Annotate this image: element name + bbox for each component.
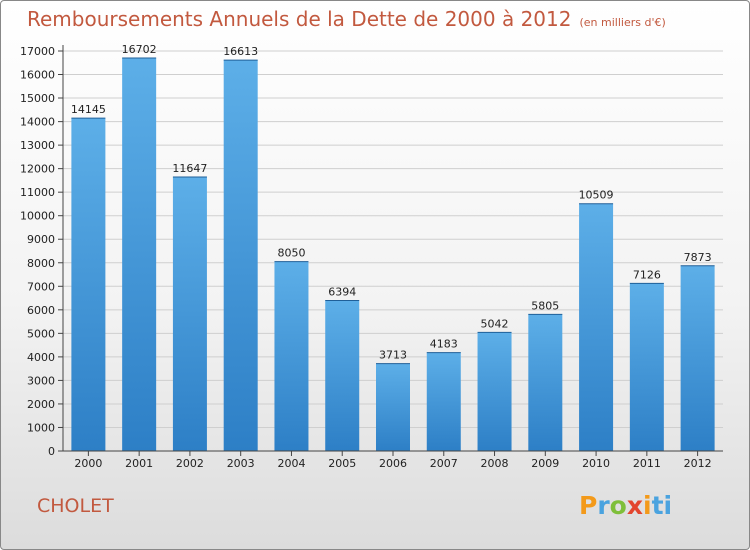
x-tick-label: 2010 — [582, 457, 610, 470]
x-tick-labels: 2000 2001 2002 2003 2004 2005 2006 2007 2008 2009… — [74, 457, 711, 470]
logo-letter: x — [626, 491, 643, 520]
x-tick-label: 2012 — [684, 457, 712, 470]
y-tick-labels: 0 1000 2000 3000 4000 5000 6000 7000 8000 9000 100… — [20, 45, 55, 458]
x-tick-label: 2006 — [379, 457, 407, 470]
bar — [376, 363, 410, 451]
y-tick-label: 12000 — [20, 163, 55, 176]
x-tick-label: 2003 — [227, 457, 255, 470]
data-label: 16702 — [122, 43, 157, 56]
y-tick-label: 17000 — [20, 45, 55, 58]
bar — [528, 314, 563, 451]
bar — [629, 283, 664, 451]
y-tick-label: 8000 — [27, 257, 55, 270]
y-tick-label: 5000 — [27, 327, 55, 340]
x-tick-label: 2001 — [125, 457, 153, 470]
data-label: 7126 — [633, 268, 661, 281]
data-label: 7873 — [684, 251, 712, 264]
bar — [477, 332, 512, 451]
logo-letter: ti — [651, 491, 673, 520]
y-tick-label: 9000 — [27, 233, 55, 246]
data-labels: 14145 16702 11647 16613 8050 6394 3713 4183 5042… — [71, 43, 712, 362]
data-label: 10509 — [579, 189, 614, 202]
logo-letter: P — [579, 491, 598, 520]
data-label: 5042 — [481, 317, 509, 330]
chart-subtitle: (en milliers d'€) — [579, 16, 666, 29]
data-label: 11647 — [172, 162, 207, 175]
data-label: 4183 — [430, 338, 458, 351]
logo-letter: r — [597, 491, 610, 520]
y-tick-label: 4000 — [27, 351, 55, 364]
y-tick-label: 14000 — [20, 116, 55, 129]
x-tick-label: 2000 — [74, 457, 102, 470]
y-tick-label: 15000 — [20, 92, 55, 105]
bar — [122, 58, 157, 451]
proxiti-logo: Proxiti — [579, 491, 672, 520]
data-label: 6394 — [328, 286, 356, 299]
bars — [71, 57, 715, 452]
y-tick-label: 11000 — [20, 186, 55, 199]
x-tick-label: 2007 — [430, 457, 458, 470]
data-label: 3713 — [379, 349, 407, 362]
x-tick-label: 2005 — [328, 457, 356, 470]
y-tick-label: 2000 — [27, 398, 55, 411]
bar — [223, 60, 258, 451]
bar — [274, 261, 309, 451]
bar — [579, 203, 614, 451]
chart-title: Remboursements Annuels de la Dette de 20… — [27, 7, 666, 31]
bar — [426, 352, 461, 451]
x-tick-label: 2004 — [277, 457, 305, 470]
data-label: 5805 — [531, 299, 559, 312]
data-label: 14145 — [71, 103, 106, 116]
bar — [325, 300, 360, 451]
bar — [172, 176, 207, 451]
city-label: CHOLET — [37, 495, 114, 517]
y-tick-label: 10000 — [20, 210, 55, 223]
x-tick-label: 2002 — [176, 457, 204, 470]
bar — [71, 118, 106, 452]
x-tick-label: 2011 — [633, 457, 661, 470]
y-tick-label: 13000 — [20, 139, 55, 152]
y-tick-label: 6000 — [27, 304, 55, 317]
data-label: 16613 — [223, 45, 258, 58]
y-tick-label: 16000 — [20, 69, 55, 82]
bar — [680, 265, 715, 451]
y-tick-label: 0 — [48, 445, 55, 458]
y-tick-label: 1000 — [27, 421, 55, 434]
x-tick-label: 2009 — [531, 457, 559, 470]
chart-title-text: Remboursements Annuels de la Dette de 20… — [27, 7, 572, 31]
data-label: 8050 — [277, 247, 305, 260]
logo-letter: o — [609, 491, 627, 520]
logo-letter: i — [643, 491, 652, 520]
axes — [62, 45, 723, 456]
y-tick-label: 7000 — [27, 280, 55, 293]
x-tick-label: 2008 — [481, 457, 509, 470]
y-tick-label: 3000 — [27, 374, 55, 387]
